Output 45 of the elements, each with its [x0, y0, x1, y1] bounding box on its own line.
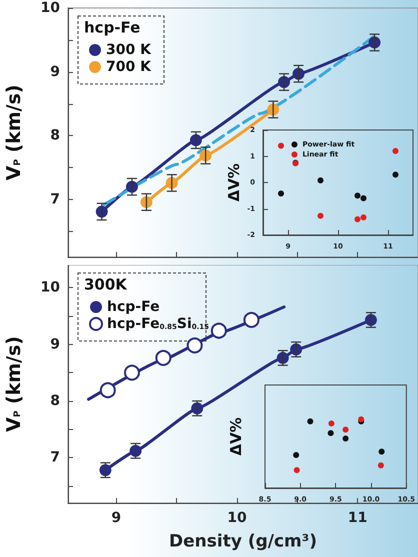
- point: [360, 214, 366, 220]
- x-axis-title: Density (g/cm³): [169, 532, 317, 552]
- y-tick-label: 8: [50, 128, 60, 144]
- point: [186, 337, 203, 354]
- point: [328, 430, 334, 436]
- y-axis-title: ΔV%: [225, 163, 243, 202]
- legend-label: hcp-Fe: [107, 299, 160, 315]
- legend-title: 300K: [84, 276, 128, 294]
- x-tick-label: 9: [111, 510, 122, 526]
- point: [378, 448, 385, 455]
- y-tick-label: 10: [40, 280, 60, 296]
- y-tick-label: 8: [50, 393, 60, 409]
- y-tick-label: 10: [40, 0, 60, 16]
- point: [293, 452, 300, 458]
- point: [100, 382, 116, 398]
- point: [392, 172, 398, 178]
- point: [278, 142, 284, 149]
- point: [342, 426, 349, 433]
- point: [294, 467, 300, 474]
- y-axis-title: VP (km/s): [3, 84, 25, 180]
- legend-title: hcp-Fe: [84, 18, 140, 36]
- point: [342, 436, 349, 442]
- point: [392, 148, 398, 154]
- point: [243, 312, 260, 328]
- y-axis-title: VP (km/s): [3, 336, 25, 432]
- point: [318, 177, 324, 184]
- point: [328, 420, 334, 426]
- point: [307, 418, 314, 424]
- point: [278, 190, 284, 197]
- point: [354, 192, 360, 199]
- y-tick-label: 9: [50, 64, 60, 80]
- point: [210, 322, 227, 339]
- y-axis-title: ΔV%: [227, 417, 245, 456]
- point: [354, 216, 360, 222]
- point: [360, 195, 366, 202]
- y-tick-label: 7: [50, 450, 60, 466]
- x-tick-label: 11: [348, 510, 368, 526]
- point: [318, 212, 324, 219]
- y-tick-label: 7: [50, 192, 60, 208]
- legend-label: 700 K: [106, 59, 152, 75]
- point: [155, 350, 172, 366]
- legend-label: 300 K: [106, 42, 152, 58]
- y-tick-label: 9: [50, 336, 60, 352]
- point: [124, 364, 140, 381]
- point: [378, 462, 384, 468]
